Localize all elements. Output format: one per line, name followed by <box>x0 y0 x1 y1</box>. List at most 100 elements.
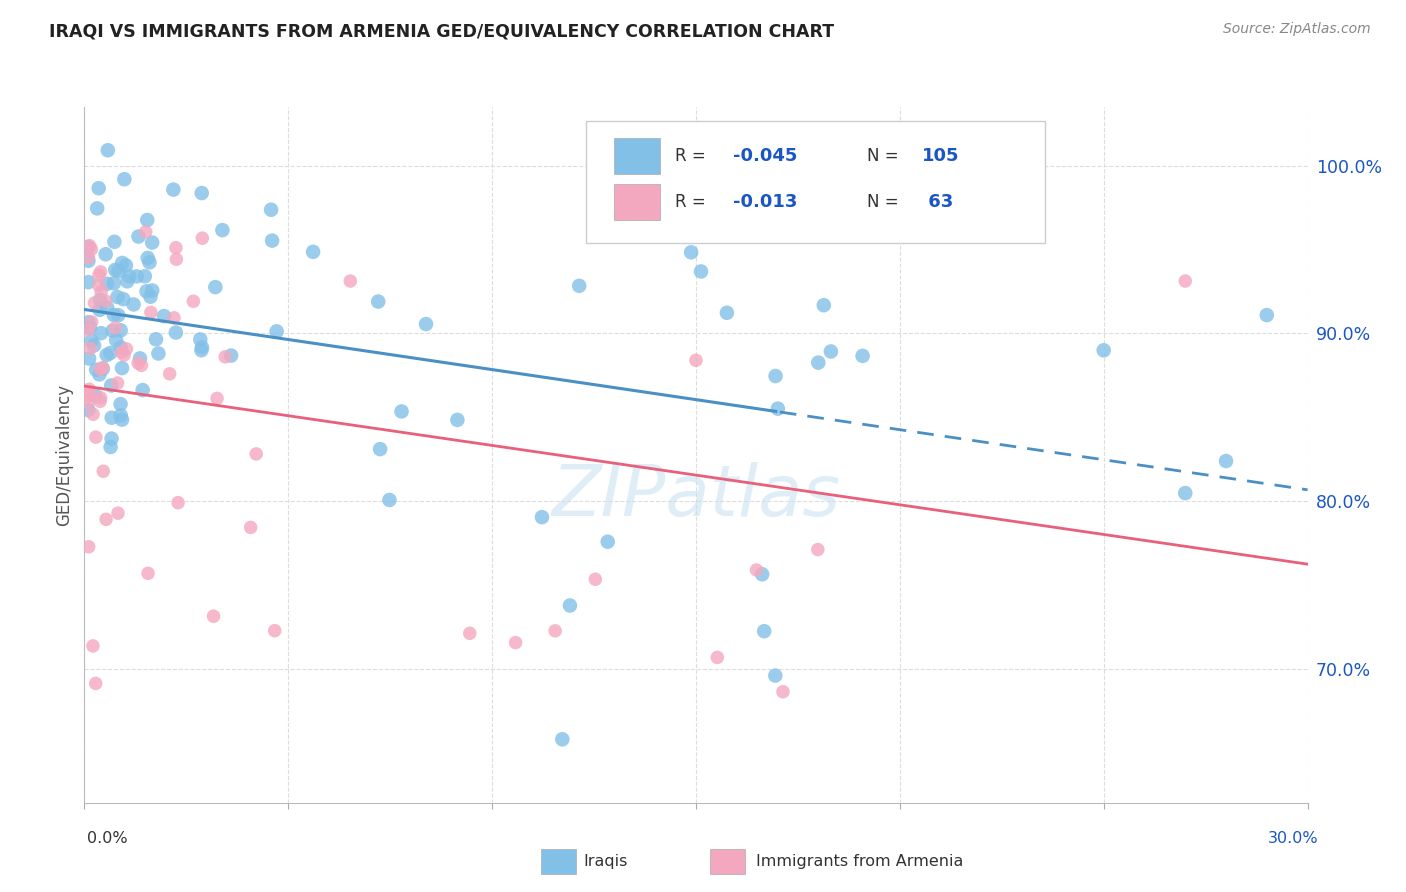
Point <box>239 520 262 534</box>
Point <box>96 301 118 315</box>
Text: IRAQI VS IMMIGRANTS FROM ARMENIA GED/EQUIVALENCY CORRELATION CHART: IRAQI VS IMMIGRANTS FROM ARMENIA GED/EQU… <box>49 22 834 40</box>
Point <box>139 290 162 304</box>
Point <box>77 323 100 337</box>
Point <box>84 676 107 690</box>
Point <box>104 321 127 335</box>
Point <box>100 410 122 425</box>
Point <box>115 342 138 356</box>
Point <box>118 269 141 284</box>
Point <box>129 351 152 366</box>
Point <box>167 495 190 509</box>
Point <box>191 340 214 354</box>
Point <box>110 345 132 359</box>
Point <box>446 413 468 427</box>
Point <box>87 278 110 293</box>
Text: ZIPatlas: ZIPatlas <box>551 462 841 531</box>
Point <box>148 346 170 360</box>
Point <box>104 263 127 277</box>
Point <box>1174 486 1197 500</box>
Point <box>807 356 830 370</box>
Point <box>188 333 211 347</box>
Point <box>807 542 830 557</box>
Text: R =: R = <box>675 147 711 165</box>
Point <box>107 308 129 322</box>
Point <box>91 464 114 478</box>
Point <box>583 572 606 586</box>
Point <box>245 447 267 461</box>
Point <box>103 277 125 291</box>
Point <box>80 315 103 329</box>
Point <box>107 376 129 390</box>
Point <box>205 392 228 406</box>
Text: 0.0%: 0.0% <box>87 831 128 847</box>
Point <box>134 269 156 284</box>
Point <box>141 235 163 250</box>
Point <box>558 599 581 613</box>
Point <box>183 294 205 309</box>
Point <box>100 346 122 360</box>
Point <box>1215 454 1237 468</box>
Point <box>813 298 835 312</box>
Point <box>110 323 132 337</box>
Point <box>83 296 105 310</box>
Point <box>94 247 117 261</box>
Point <box>103 308 125 322</box>
Text: -0.045: -0.045 <box>733 147 797 165</box>
Text: 30.0%: 30.0% <box>1268 831 1319 847</box>
Point <box>84 430 107 444</box>
Point <box>127 229 149 244</box>
Point <box>262 234 284 248</box>
Point <box>83 338 105 352</box>
Point <box>690 264 713 278</box>
Point <box>127 356 149 370</box>
Point <box>117 274 139 288</box>
Point <box>77 540 100 554</box>
Point <box>165 326 187 340</box>
Point <box>77 251 100 265</box>
Point <box>745 563 768 577</box>
Point <box>77 275 100 289</box>
Point <box>77 396 100 410</box>
Point <box>107 506 129 520</box>
Point <box>94 294 117 309</box>
Text: Iraqis: Iraqis <box>583 855 628 869</box>
Point <box>79 238 101 252</box>
Point <box>112 292 135 306</box>
Point <box>90 391 112 405</box>
Point <box>111 256 134 270</box>
Point <box>77 240 100 254</box>
Point <box>112 172 135 186</box>
Point <box>1092 343 1115 358</box>
Point <box>544 624 567 638</box>
Text: N =: N = <box>868 147 904 165</box>
Text: -0.013: -0.013 <box>733 194 797 211</box>
Point <box>77 389 100 403</box>
Point <box>87 181 110 195</box>
Point <box>458 626 481 640</box>
Point <box>153 309 176 323</box>
Point <box>852 349 875 363</box>
Text: N =: N = <box>868 194 904 211</box>
Point <box>214 350 236 364</box>
Point <box>84 362 107 376</box>
Point <box>136 213 159 227</box>
Point <box>191 231 214 245</box>
FancyBboxPatch shape <box>614 185 661 220</box>
Point <box>80 334 103 348</box>
Point <box>159 367 181 381</box>
Point <box>77 385 100 400</box>
Point <box>681 245 703 260</box>
Point <box>84 389 107 403</box>
Point <box>136 566 159 581</box>
Point <box>141 284 163 298</box>
Point <box>260 202 283 217</box>
Point <box>77 382 100 396</box>
FancyBboxPatch shape <box>614 137 661 174</box>
Point <box>105 333 128 347</box>
Point <box>110 340 132 354</box>
FancyBboxPatch shape <box>586 121 1045 243</box>
Point <box>190 186 212 200</box>
Point <box>100 432 122 446</box>
Point <box>103 235 125 249</box>
Point <box>100 440 122 454</box>
